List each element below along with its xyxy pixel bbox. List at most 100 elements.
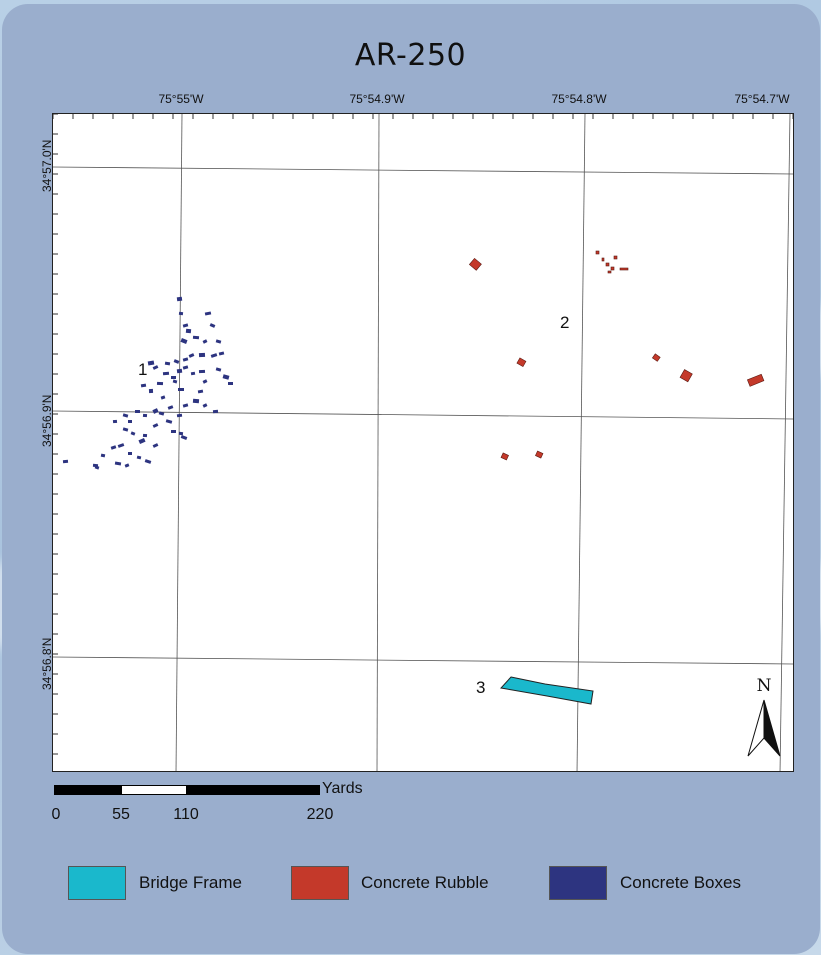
north-arrow: N (744, 676, 784, 762)
rubble-piece (535, 450, 544, 459)
concrete-box (204, 311, 212, 316)
rubble-piece (605, 262, 610, 267)
concrete-box (164, 361, 171, 366)
rubble-piece (746, 373, 765, 387)
concrete-box (114, 461, 122, 466)
concrete-box (62, 459, 69, 464)
concrete-box (180, 338, 188, 344)
concrete-box (144, 459, 152, 464)
concrete-box (170, 375, 177, 380)
concrete-box (148, 388, 154, 394)
map-frame[interactable] (52, 113, 794, 772)
concrete-box (152, 408, 159, 414)
scale-tick: 0 (51, 806, 61, 823)
concrete-box (176, 413, 183, 418)
parallel-line (53, 410, 793, 420)
rubble-piece (651, 353, 661, 362)
concrete-box (178, 431, 184, 436)
graticule (53, 114, 793, 771)
concrete-box (170, 429, 177, 434)
legend-label: Concrete Boxes (620, 873, 741, 892)
concrete-box (182, 403, 189, 408)
scale-segment (54, 785, 121, 795)
rubble-piece (516, 357, 527, 368)
concrete-box (215, 339, 222, 344)
concrete-box (198, 352, 206, 358)
parallel-line (53, 166, 793, 175)
concrete-box (172, 379, 178, 384)
concrete-box (140, 383, 147, 388)
frame-ticks (53, 114, 793, 755)
concrete-box (112, 419, 118, 424)
concrete-box (94, 465, 100, 470)
rubble-piece (610, 266, 615, 271)
concrete-box (152, 365, 159, 370)
concrete-box (180, 435, 188, 440)
rubble-piece (595, 250, 600, 255)
concrete-box (162, 371, 170, 376)
scale-segment (121, 785, 187, 795)
concrete-box (209, 323, 216, 328)
concrete-box (210, 353, 218, 358)
concrete-box (190, 371, 196, 376)
concrete-box (182, 365, 189, 370)
concrete-box (218, 351, 225, 356)
concrete-box (198, 369, 206, 374)
concrete-box (134, 409, 141, 414)
concrete-box (142, 413, 148, 418)
concrete-rubble-group (468, 250, 765, 461)
concrete-box (142, 433, 148, 438)
meridian-line (576, 114, 586, 771)
concrete-box (228, 382, 233, 385)
concrete-box (138, 437, 146, 445)
concrete-box (130, 431, 136, 436)
concrete-box (202, 339, 208, 344)
concrete-box (128, 420, 132, 423)
concrete-box (176, 296, 183, 302)
rubble-piece (613, 255, 618, 260)
rubble-piece (679, 369, 693, 383)
concrete-box (122, 427, 129, 432)
meridian-line (175, 114, 183, 771)
scale-tick: 110 (173, 806, 199, 823)
concrete-box (152, 443, 159, 448)
legend-swatch-bridge-frame (68, 866, 126, 900)
longitude-label: 75°54.7'W (734, 92, 790, 106)
concrete-box (158, 411, 165, 416)
longitude-label: 75°55'W (158, 92, 204, 106)
concrete-box (202, 403, 208, 408)
scale-segment (187, 785, 320, 795)
concrete-box (160, 395, 166, 400)
concrete-box (185, 328, 192, 334)
concrete-box (192, 335, 200, 340)
concrete-box (152, 423, 159, 428)
concrete-box (100, 453, 106, 458)
concrete-box (167, 405, 174, 410)
concrete-box (197, 389, 204, 394)
concrete-box (156, 381, 164, 386)
bridge-frame (500, 676, 594, 705)
concrete-box (192, 398, 200, 404)
concrete-box (117, 443, 125, 448)
concrete-box (182, 357, 189, 362)
concrete-box (165, 419, 173, 424)
rubble-piece (619, 267, 629, 271)
site-label-3: 3 (476, 678, 486, 697)
scale-bar (54, 785, 320, 795)
legend-label: Bridge Frame (139, 873, 242, 892)
concrete-box (178, 311, 184, 316)
rubble-piece (607, 270, 612, 274)
map-title: AR-250 (354, 38, 467, 73)
concrete-box (202, 379, 208, 384)
concrete-box (212, 409, 219, 414)
rubble-piece (500, 452, 509, 461)
site-label-2: 2 (560, 313, 570, 332)
concrete-box (222, 374, 230, 380)
rubble-piece (601, 257, 605, 262)
concrete-box (173, 359, 180, 364)
meridian-line (779, 114, 791, 771)
concrete-boxes-cluster (62, 296, 233, 470)
concrete-box (124, 463, 130, 468)
concrete-box (215, 367, 222, 372)
map-canvas (53, 114, 793, 771)
